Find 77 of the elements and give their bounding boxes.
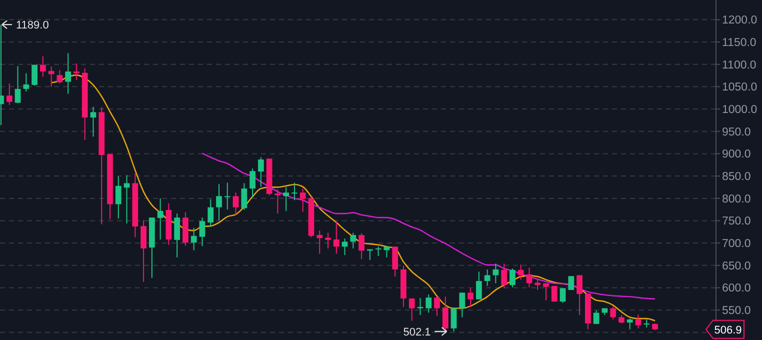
candlestick [635, 314, 642, 329]
candlestick [157, 198, 164, 240]
y-tick-label: 1050.0 [722, 82, 758, 94]
annotation: 1189.0 [16, 20, 49, 32]
candlestick [576, 274, 582, 316]
y-tick-label: 650.0 [722, 260, 751, 272]
candlestick [40, 55, 46, 78]
annotation: 502.1 [403, 326, 431, 338]
candlestick [434, 296, 440, 316]
y-tick-label: 1000.0 [722, 104, 758, 116]
candlestick [48, 66, 54, 88]
candlestick [560, 288, 566, 304]
candlestick [450, 308, 457, 332]
line-series [202, 152, 656, 300]
candlestick [342, 238, 348, 256]
candlestick [216, 184, 222, 221]
candlestick [74, 62, 80, 80]
candlestick [484, 268, 490, 286]
candlestick [283, 186, 290, 212]
y-tick-label: 800.0 [722, 193, 751, 206]
candlestick [65, 52, 72, 94]
candlestick [115, 176, 122, 219]
candlestick [417, 298, 424, 316]
candlestick [258, 156, 264, 188]
candlestick [518, 264, 524, 280]
candlestick [124, 174, 130, 224]
y-tick-label: 1150.0 [722, 36, 756, 49]
candlestick [6, 83, 12, 106]
candlestick [476, 271, 482, 300]
candlestick [593, 310, 600, 324]
candlestick [199, 217, 206, 247]
y-tick-label: 750.0 [722, 216, 751, 228]
candlestick [140, 220, 146, 282]
y-tick-label: 550.0 [722, 305, 751, 318]
candlestick [325, 232, 331, 249]
y-tick-label: 1100.0 [722, 59, 756, 72]
candlestick [190, 227, 197, 251]
candlestick [333, 220, 340, 254]
candlestick [56, 70, 63, 84]
y-tick-label: 700.0 [722, 238, 751, 250]
y-tick-label: 950.0 [722, 126, 751, 138]
candlestick [90, 106, 96, 138]
candlestick [626, 318, 633, 330]
y-tick-label: 900.0 [722, 148, 751, 161]
text: 506.9 [714, 324, 742, 336]
candlestick [375, 246, 382, 257]
candlestick [510, 268, 516, 288]
candlestick [442, 296, 448, 330]
candlestick [23, 72, 30, 92]
candlestick [32, 64, 38, 86]
candlestick [468, 288, 474, 308]
candlestick [358, 232, 364, 260]
candlestick [610, 306, 616, 320]
candlestick [384, 246, 390, 258]
candlestick [426, 294, 432, 314]
candlestick [14, 66, 21, 104]
candlestick [208, 198, 214, 228]
candlestick [292, 182, 298, 201]
candlestick [501, 263, 508, 289]
candlestick [459, 292, 466, 318]
y-tick-label: 850.0 [722, 171, 751, 184]
candlestick [250, 168, 256, 198]
y-tick-label: 1200.0 [722, 14, 758, 27]
candlestick [316, 230, 323, 254]
y-tick-label: 600.0 [722, 282, 751, 295]
candlestick [300, 188, 306, 212]
candlestick [224, 182, 230, 210]
candlestick [174, 213, 180, 258]
candlestick [408, 298, 415, 322]
candlestick [350, 232, 356, 249]
candlestick [232, 192, 239, 216]
candlestick [568, 276, 574, 290]
candlestick [534, 279, 541, 290]
candlestick [241, 182, 248, 210]
candlestick [526, 267, 532, 288]
candlestick [392, 246, 398, 278]
candlestick [543, 282, 549, 301]
